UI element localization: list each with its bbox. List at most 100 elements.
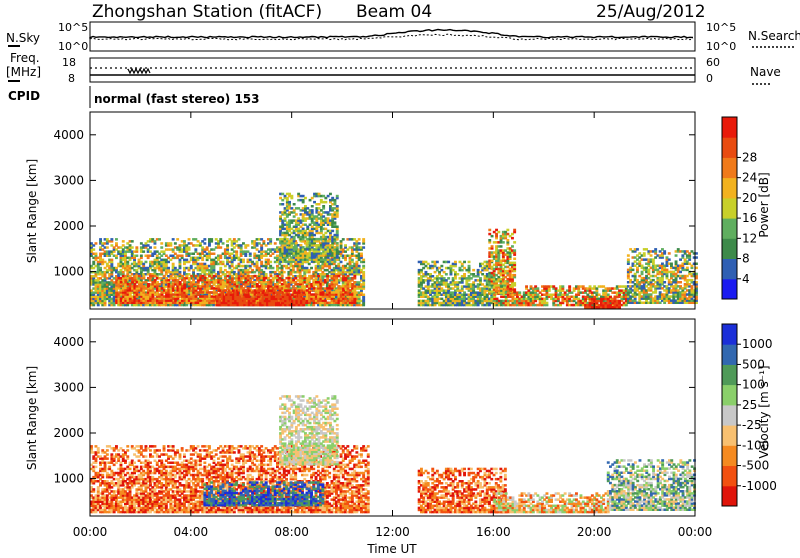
power-cell: [289, 289, 292, 292]
power-cell: [472, 269, 475, 272]
power-cell: [362, 259, 365, 262]
station-title: Zhongshan Station (fitACF): [92, 2, 322, 22]
power-cell: [237, 291, 240, 294]
power-cell: [231, 275, 234, 278]
power-cell: [281, 203, 284, 206]
power-cell: [304, 197, 307, 200]
power-cell: [319, 279, 322, 282]
power-heatmap-cells: [90, 193, 698, 309]
power-cell: [149, 246, 152, 249]
power-cell: [135, 246, 138, 249]
power-cell: [142, 275, 145, 278]
power-cell: [302, 291, 305, 294]
power-cell: [179, 271, 182, 274]
power-cell: [351, 259, 354, 262]
freq-traces: [90, 68, 695, 75]
power-cell: [310, 267, 313, 270]
power-cell: [362, 238, 365, 241]
nsky-tick-low: 10^0: [58, 40, 88, 53]
freq-label: Freq.: [10, 51, 40, 65]
power-cell: [304, 275, 307, 278]
power-cell: [468, 261, 471, 264]
power-cell: [360, 253, 363, 256]
power-cell: [362, 294, 365, 297]
power-cell: [106, 246, 109, 249]
freq-tick-high: 18: [62, 56, 76, 69]
power-cell: [249, 253, 252, 256]
power-cell: [174, 242, 177, 245]
beam-label: Beam 04: [356, 2, 432, 22]
power-cell: [142, 250, 145, 253]
power-cell: [334, 221, 337, 224]
power-cell: [324, 201, 327, 204]
power-cell: [288, 201, 291, 204]
power-cell: [302, 298, 305, 301]
power-cell: [95, 242, 98, 245]
power-cell: [235, 250, 238, 253]
power-cell: [445, 273, 448, 276]
power-cell: [272, 267, 275, 270]
power-cell: [294, 287, 297, 290]
power-cell: [340, 261, 343, 264]
power-cell: [362, 271, 365, 274]
cpid-label: CPID: [8, 89, 40, 103]
nsearch-label: N.Search: [748, 29, 800, 43]
power-cell: [176, 238, 179, 241]
power-cell: [358, 238, 361, 241]
power-cell: [167, 267, 170, 270]
power-cell: [152, 289, 155, 292]
power-cell: [158, 277, 161, 280]
power-cell: [131, 246, 134, 249]
power-cell: [488, 229, 491, 232]
power-cell: [145, 261, 148, 264]
power-cell: [294, 277, 297, 280]
power-cell: [172, 263, 175, 266]
power-cell: [169, 242, 172, 245]
power-cell: [479, 277, 482, 280]
power-cell: [338, 275, 341, 278]
power-cell: [447, 261, 450, 264]
power-cell: [238, 238, 241, 241]
power-cell: [436, 261, 439, 264]
power-cell: [99, 238, 102, 241]
power-cell: [295, 213, 298, 216]
power-cell: [317, 275, 320, 278]
power-cell: [326, 275, 329, 278]
power-cell: [353, 281, 356, 284]
power-cell: [283, 281, 286, 284]
power-cell: [265, 273, 268, 276]
freq-tick-low: 8: [68, 72, 75, 85]
power-cell: [219, 246, 222, 249]
power-cell: [353, 275, 356, 278]
cpid-text: normal (fast stereo) 153: [94, 92, 260, 106]
power-cell: [290, 195, 293, 198]
power-cell: [468, 265, 471, 268]
power-cell: [194, 248, 197, 251]
power-cell: [140, 255, 143, 258]
power-cell: [362, 265, 365, 268]
power-cell: [201, 291, 204, 294]
power-cell: [283, 271, 286, 274]
nave-tick-low: 0: [706, 72, 713, 85]
freq-panel: [90, 58, 695, 82]
power-cell: [311, 205, 314, 208]
power-cell: [242, 259, 245, 262]
power-cell: [463, 261, 466, 264]
power-cell: [210, 238, 213, 241]
power-cell: [92, 248, 95, 251]
power-cell: [281, 275, 284, 278]
power-cell: [456, 273, 459, 276]
power-cell: [115, 242, 118, 245]
date-label: 25/Aug/2012: [596, 2, 706, 22]
power-cell: [344, 244, 347, 247]
power-cell: [440, 265, 443, 268]
power-cell: [247, 244, 250, 247]
power-cell: [203, 238, 206, 241]
power-cell: [362, 246, 365, 249]
power-cell: [308, 263, 311, 266]
power-cell: [336, 195, 339, 198]
power-cell: [110, 238, 113, 241]
power-cell: [276, 238, 279, 241]
nave-dip: [128, 69, 150, 73]
